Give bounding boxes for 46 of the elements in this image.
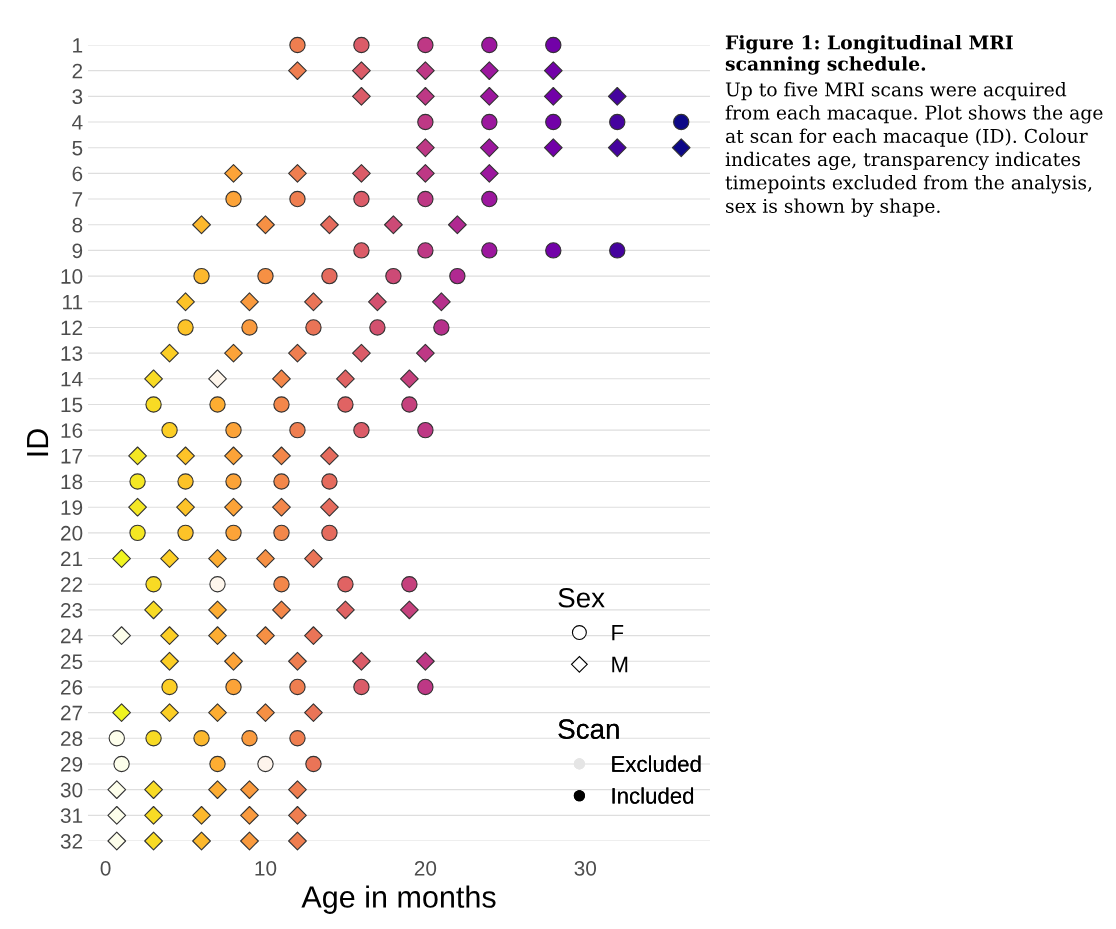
y-tick-label: 25 [61,654,83,670]
x-tick-label: 0 [100,860,111,876]
y-tick-label: 6 [72,166,83,182]
y-tick-label: 28 [61,731,83,747]
x-axis-title: Age in months [301,885,496,914]
text: Sex [558,587,605,608]
y-tick-label: 11 [63,294,83,310]
y-tick-label: 21 [61,551,83,567]
y-tick-label: 13 [61,346,83,361]
y-tick-label: 1 [73,38,83,53]
y-tick-label: 30 [60,782,83,798]
text: Scan [558,719,619,739]
y-tick-label: 7 [72,192,83,207]
y-tick-label: 12 [61,320,83,335]
y-tick-label: 31 [60,808,83,824]
y-tick-label: 32 [60,834,83,849]
y-tick-label: 18 [61,474,83,490]
y-tick-label: 24 [61,628,83,644]
legend-label: Excluded [612,755,701,772]
y-tick-label: 10 [61,269,83,284]
y-tick-label: 3 [72,89,83,105]
y-tick-label: 29 [61,756,83,772]
y-tick-label: 19 [61,500,83,515]
y-tick-label: 16 [61,423,83,438]
y-tick-label: 17 [61,449,83,464]
y-axis-title: ID [27,429,49,456]
y-tick-label: 26 [61,679,83,695]
x-tick-label: 10 [255,860,277,876]
caption: Figure 1: Longitudinal MRI scanning schedule. [725,35,1013,75]
y-tick-label: 5 [72,140,83,156]
y-tick-label: 9 [72,243,83,259]
x-tick-label: 30 [574,860,597,876]
y-tick-label: 22 [61,577,83,592]
y-tick-label: 2 [72,63,83,79]
y-tick-label: 8 [72,217,83,233]
y-tick-label: 23 [61,602,83,618]
y-tick-label: 27 [61,705,83,721]
y-tick-label: 14 [61,372,83,387]
y-tick-label: 4 [72,115,83,130]
y-tick-label: 15 [61,397,83,413]
text: Up to five MRI scans were acquired from each macaque. Plot shows the age at scan for each macaque (ID). Colour indicates age, transparency indicates timepoints excluded from the analysis, sex is shown by shape. [725,82,1103,217]
text: F [612,625,624,641]
text: M [612,656,628,673]
y-tick-label: 20 [61,525,83,541]
legend-label: Included [612,787,694,804]
x-tick-label: 20 [414,860,437,876]
